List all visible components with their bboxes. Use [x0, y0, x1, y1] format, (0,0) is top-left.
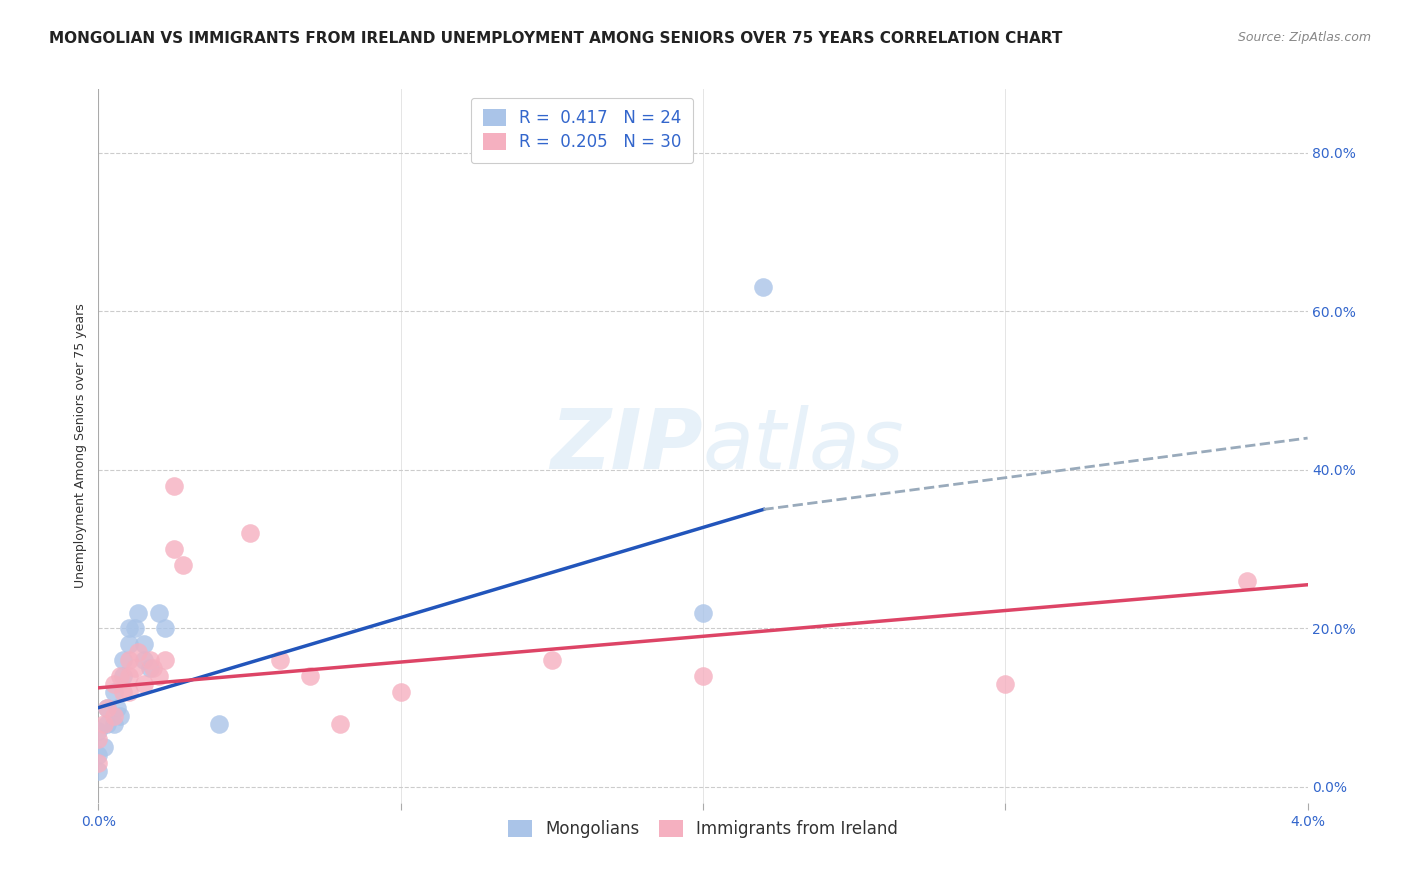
- Point: [163, 478, 186, 492]
- Point: [752, 280, 775, 294]
- Text: atlas: atlas: [703, 406, 904, 486]
- Point: [96, 716, 118, 731]
- Point: [329, 716, 352, 731]
- Point: [127, 645, 149, 659]
- Point: [111, 669, 134, 683]
- Text: ZIP: ZIP: [550, 406, 703, 486]
- Point: [153, 621, 176, 635]
- Point: [87, 764, 110, 778]
- Text: Source: ZipAtlas.com: Source: ZipAtlas.com: [1237, 31, 1371, 45]
- Point: [93, 716, 115, 731]
- Point: [118, 637, 141, 651]
- Point: [994, 677, 1017, 691]
- Point: [87, 756, 110, 771]
- Point: [299, 669, 322, 683]
- Point: [139, 653, 162, 667]
- Point: [118, 685, 141, 699]
- Point: [269, 653, 291, 667]
- Point: [208, 716, 231, 731]
- Point: [103, 685, 125, 699]
- Point: [148, 606, 170, 620]
- Point: [105, 700, 128, 714]
- Point: [389, 685, 412, 699]
- Point: [87, 748, 110, 763]
- Point: [118, 621, 141, 635]
- Point: [153, 653, 176, 667]
- Point: [692, 669, 714, 683]
- Point: [96, 700, 118, 714]
- Point: [111, 685, 134, 699]
- Point: [87, 724, 110, 739]
- Legend: Mongolians, Immigrants from Ireland: Mongolians, Immigrants from Ireland: [498, 810, 908, 848]
- Point: [239, 526, 262, 541]
- Point: [118, 653, 141, 667]
- Point: [103, 677, 125, 691]
- Y-axis label: Unemployment Among Seniors over 75 years: Unemployment Among Seniors over 75 years: [75, 303, 87, 589]
- Point: [103, 708, 125, 723]
- Text: MONGOLIAN VS IMMIGRANTS FROM IRELAND UNEMPLOYMENT AMONG SENIORS OVER 75 YEARS CO: MONGOLIAN VS IMMIGRANTS FROM IRELAND UNE…: [49, 31, 1063, 46]
- Point: [87, 732, 110, 747]
- Point: [163, 542, 186, 557]
- Point: [132, 637, 155, 651]
- Point: [124, 661, 146, 675]
- Point: [118, 669, 141, 683]
- Point: [103, 716, 125, 731]
- Point: [108, 669, 131, 683]
- Point: [111, 653, 134, 667]
- Point: [132, 653, 155, 667]
- Point: [692, 606, 714, 620]
- Point: [148, 669, 170, 683]
- Point: [96, 700, 118, 714]
- Point: [172, 558, 194, 572]
- Point: [108, 708, 131, 723]
- Point: [93, 740, 115, 755]
- Point: [139, 661, 162, 675]
- Point: [124, 621, 146, 635]
- Point: [132, 677, 155, 691]
- Point: [142, 661, 165, 675]
- Point: [540, 653, 562, 667]
- Point: [1236, 574, 1258, 588]
- Point: [127, 606, 149, 620]
